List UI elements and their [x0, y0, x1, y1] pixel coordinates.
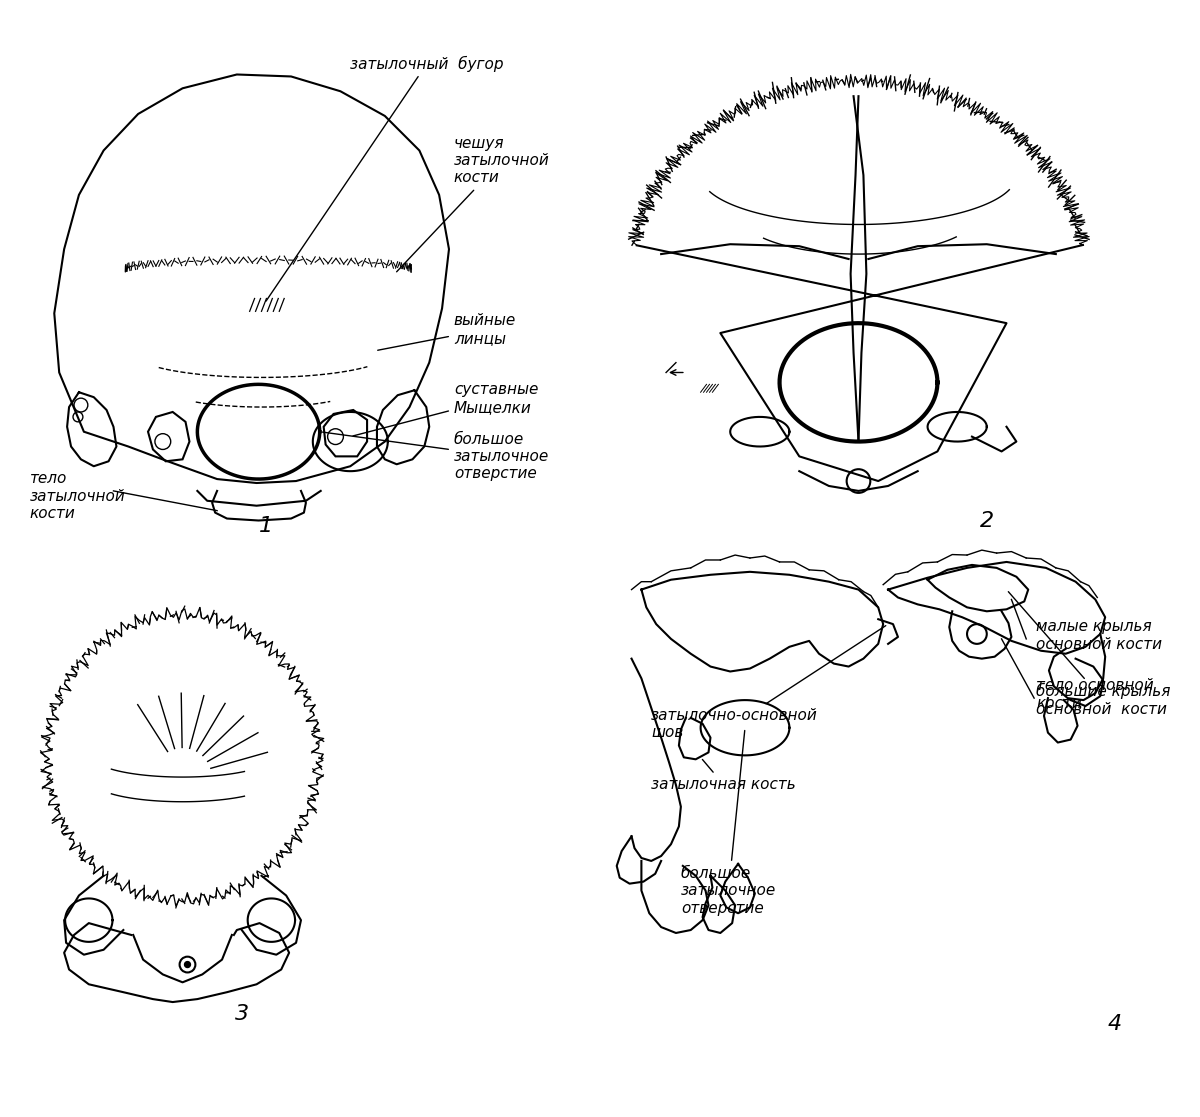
- Text: большое
затылочное
отверстие: большое затылочное отверстие: [680, 731, 776, 916]
- Text: 2: 2: [979, 510, 994, 531]
- Text: большое
затылочное
отверстие: большое затылочное отверстие: [323, 431, 550, 481]
- Text: суставные
Мыщелки: суставные Мыщелки: [353, 382, 539, 436]
- Text: 1: 1: [259, 516, 274, 535]
- Circle shape: [185, 962, 191, 967]
- Text: затылочный  бугор: затылочный бугор: [266, 56, 504, 302]
- Text: малые крылья
основной кости: малые крылья основной кости: [1036, 619, 1162, 651]
- Text: выйные
линцы: выйные линцы: [378, 313, 516, 351]
- Text: тело
затылочной
кости: тело затылочной кости: [30, 471, 125, 521]
- Text: тело основной
кости: тело основной кости: [1036, 678, 1153, 710]
- Text: чешуя
затылочной
кости: чешуя затылочной кости: [397, 135, 550, 271]
- Text: 4: 4: [1108, 1014, 1122, 1034]
- Text: затылочная кость: затылочная кость: [652, 760, 796, 792]
- Text: затылочно-основной
шов: затылочно-основной шов: [652, 626, 886, 741]
- Text: большие крылья
основной  кости: большие крылья основной кости: [1008, 592, 1170, 717]
- Text: 3: 3: [235, 1004, 248, 1024]
